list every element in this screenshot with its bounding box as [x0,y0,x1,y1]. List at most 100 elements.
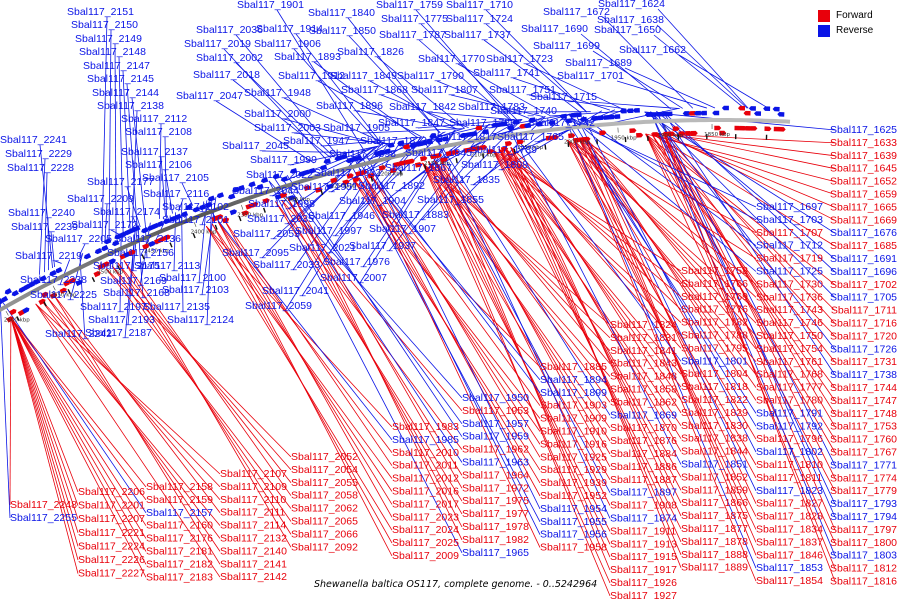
gene-label[interactable]: Sbal117_1834 [756,524,823,536]
gene-label[interactable]: Sbal117_2058 [291,490,358,502]
gene-label[interactable]: Sbal117_1841 [610,345,677,357]
gene-label[interactable]: Sbal117_1964 [462,469,529,481]
gene-label[interactable]: Sbal117_1776 [681,304,748,316]
gene-label[interactable]: Sbal117_1830 [681,420,748,432]
gene-label[interactable]: Sbal117_2103 [162,284,229,296]
gene-label[interactable]: Sbal117_2116 [143,188,209,200]
gene-label[interactable]: Sbal117_2227 [78,568,145,580]
gene-label[interactable]: Sbal117_2132 [220,533,287,545]
gene-label[interactable]: Sbal117_1835 [433,174,500,186]
gene-label[interactable]: Sbal117_1740 [490,105,557,117]
gene-label[interactable]: Sbal117_1913 [610,538,677,550]
gene-label[interactable]: Sbal117_1878 [681,536,748,548]
gene-label[interactable]: Sbal117_1946 [308,210,375,222]
gene-label[interactable]: Sbal117_1828 [756,511,823,523]
gene-label[interactable]: Sbal117_1807 [411,84,478,96]
gene-label[interactable]: Sbal117_1691 [830,253,897,265]
gene-label[interactable]: Sbal117_1978 [462,521,529,533]
gene-label[interactable]: Sbal117_2044 [232,185,299,197]
gene-label[interactable]: Sbal117_1917 [610,564,677,576]
gene-label[interactable]: Sbal117_1829 [681,407,748,419]
gene-label[interactable]: Sbal117_1754 [756,343,823,355]
gene-label[interactable]: Sbal117_1707 [756,227,823,239]
gene-label[interactable]: Sbal117_1887 [610,474,677,486]
gene-label[interactable]: Sbal117_1897 [610,487,677,499]
gene-label[interactable]: Sbal117_1724 [446,13,513,25]
gene-label[interactable]: Sbal117_2111 [220,507,286,519]
gene-label[interactable]: Sbal117_2003 [254,122,321,134]
gene-label[interactable]: Sbal117_1976 [323,256,390,268]
gene-label[interactable]: Sbal117_1716 [830,318,897,330]
gene-label[interactable]: Sbal117_1697 [756,201,823,213]
gene-label[interactable]: Sbal117_1916 [540,438,607,450]
gene-label[interactable]: Sbal117_1982 [462,534,529,546]
gene-label[interactable]: Sbal117_1983 [392,421,459,433]
gene-label[interactable]: Sbal117_2138 [97,100,164,112]
gene-label[interactable]: Sbal117_2009 [392,550,459,562]
gene-label[interactable]: Sbal117_1769 [681,291,748,303]
gene-label[interactable]: Sbal117_2172 [71,219,138,231]
gene-label[interactable]: Sbal117_1802 [756,446,823,458]
gene-label[interactable]: Sbal117_2059 [245,300,312,312]
gene-label[interactable]: Sbal117_2177 [87,176,154,188]
gene-label[interactable]: Sbal117_1767 [830,447,897,459]
gene-label[interactable]: Sbal117_1768 [756,369,823,381]
gene-label[interactable]: Sbal117_1926 [610,577,677,589]
gene-label[interactable]: Sbal117_2248 [10,499,77,511]
gene-label[interactable]: Sbal117_1844 [681,446,748,458]
gene-label[interactable]: Sbal117_2168 [103,287,170,299]
gene-label[interactable]: Sbal117_1793 [830,498,897,510]
gene-label[interactable]: Sbal117_2023 [392,511,459,523]
gene-label[interactable]: Sbal117_1914 [256,23,323,35]
gene-label[interactable]: Sbal117_1761 [756,356,823,368]
gene-label[interactable]: Sbal117_1997 [295,225,362,237]
gene-label[interactable]: Sbal117_1711 [831,305,897,317]
gene-label[interactable]: Sbal117_2135 [143,301,210,313]
gene-label[interactable]: Sbal117_1937 [349,240,416,252]
gene-label[interactable]: Sbal117_1826 [337,46,404,58]
gene-label[interactable]: Sbal117_1822 [681,394,748,406]
gene-label[interactable]: Sbal117_1906 [254,38,321,50]
gene-label[interactable]: Sbal117_2159 [146,494,213,506]
gene-label[interactable]: Sbal117_1869 [610,409,677,421]
gene-label[interactable]: Sbal117_2224 [78,540,145,552]
gene-label[interactable]: Sbal117_1760 [830,434,897,446]
gene-label[interactable]: Sbal117_1710 [446,0,513,11]
gene-label[interactable]: Sbal117_1787 [379,29,446,41]
gene-label[interactable]: Sbal117_2095 [222,247,289,259]
gene-label[interactable]: Sbal117_1953 [462,405,529,417]
gene-label[interactable]: Sbal117_2025 [392,537,459,549]
gene-label[interactable]: Sbal117_1952 [540,490,607,502]
gene-label[interactable]: Sbal117_2255 [10,512,77,524]
gene-label[interactable]: Sbal117_1954 [540,503,607,515]
gene-label[interactable]: Sbal117_1837 [756,536,823,548]
gene-label[interactable]: Sbal117_1876 [610,435,677,447]
gene-label[interactable]: Sbal117_2157 [146,507,213,519]
gene-label[interactable]: Sbal117_1858 [610,384,677,396]
gene-label[interactable]: Sbal117_2033 [253,259,320,271]
gene-label[interactable]: Sbal117_2239 [11,221,78,233]
gene-label[interactable]: Sbal117_2024 [392,524,459,536]
gene-label[interactable]: Sbal117_1801 [681,355,748,367]
gene-label[interactable]: Sbal117_1725 [756,266,823,278]
gene-label[interactable]: Sbal117_1962 [462,444,529,456]
gene-label[interactable]: Sbal117_1853 [756,562,823,574]
gene-label[interactable]: Sbal117_2000 [244,108,311,120]
gene-label[interactable]: Sbal117_1723 [486,53,553,65]
gene-label[interactable]: Sbal117_2002 [196,52,263,64]
gene-label[interactable]: Sbal117_2156 [107,247,174,259]
gene-label[interactable]: Sbal117_1850 [309,25,376,37]
gene-label[interactable]: Sbal117_1759 [376,0,443,11]
gene-label[interactable]: Sbal117_1831 [610,332,677,344]
gene-label[interactable]: Sbal117_1792 [756,420,823,432]
gene-label[interactable]: Sbal117_2209 [67,193,134,205]
gene-label[interactable]: Sbal117_2183 [146,571,213,583]
gene-label[interactable]: Sbal117_2147 [83,60,150,72]
gene-label[interactable]: Sbal117_1872 [360,135,427,147]
gene-label[interactable]: Sbal117_1669 [830,214,897,226]
gene-label[interactable]: Sbal117_2041 [262,285,329,297]
gene-label[interactable]: Sbal117_1977 [462,508,529,520]
gene-label[interactable]: Sbal117_1852 [681,471,748,483]
gene-label[interactable]: Sbal117_2035 [247,213,314,225]
